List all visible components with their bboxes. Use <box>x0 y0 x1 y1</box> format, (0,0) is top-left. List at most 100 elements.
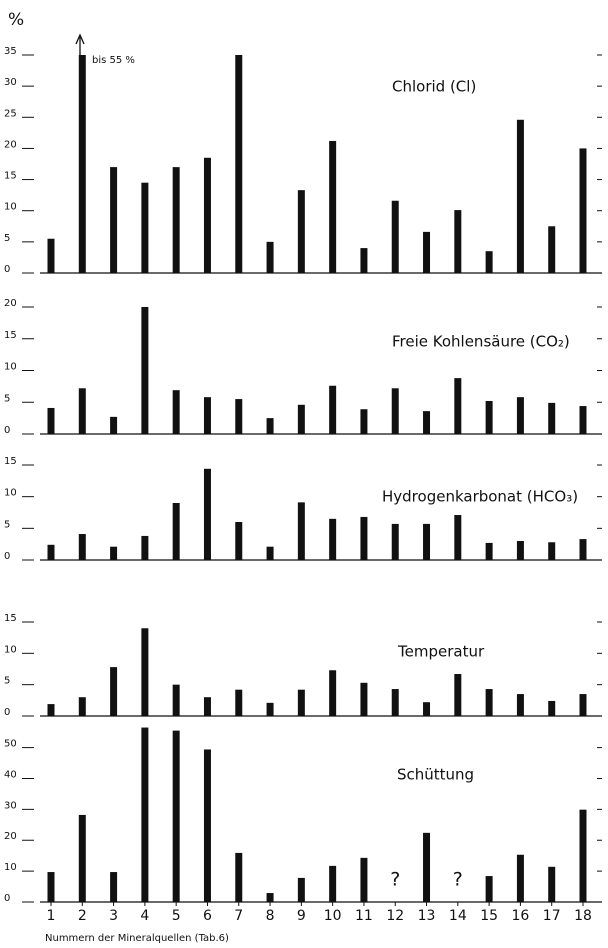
y-tick-label: 40 <box>4 769 17 780</box>
bar <box>203 749 211 902</box>
bar <box>235 522 243 560</box>
bar <box>391 689 399 716</box>
bar <box>47 407 55 434</box>
bar <box>329 140 337 273</box>
bar <box>110 872 118 902</box>
bar <box>78 55 86 273</box>
bar <box>203 697 211 716</box>
y-tick-label: 10 <box>4 202 17 213</box>
x-tick-label: 14 <box>449 908 467 924</box>
panel-title: Temperatur <box>397 643 485 661</box>
y-unit: % <box>8 10 24 30</box>
bar <box>78 697 86 716</box>
y-tick-label: 15 <box>4 171 17 182</box>
bar <box>172 730 180 902</box>
bar <box>266 546 274 560</box>
y-tick-label: 15 <box>4 613 17 624</box>
bar <box>485 251 493 273</box>
y-tick-label: 5 <box>4 519 10 530</box>
bar <box>548 402 556 434</box>
bar <box>47 238 55 273</box>
bar <box>516 541 524 560</box>
x-tick-label: 12 <box>386 908 404 924</box>
bar <box>110 167 118 273</box>
y-tick-label: 10 <box>4 488 17 499</box>
bar <box>297 502 305 560</box>
y-tick-label: 5 <box>4 233 10 244</box>
y-tick-label: 30 <box>4 800 17 811</box>
y-tick-label: 0 <box>4 551 10 562</box>
bar <box>172 390 180 434</box>
bar <box>423 523 431 560</box>
x-tick-label: 16 <box>511 908 529 924</box>
y-tick-label: 10 <box>4 362 17 373</box>
y-tick-label: 10 <box>4 862 17 873</box>
panel-title: Schüttung <box>397 766 474 784</box>
bar <box>297 877 305 902</box>
x-tick-label: 5 <box>172 908 181 924</box>
y-tick-label: 10 <box>4 644 17 655</box>
y-tick-label: 0 <box>4 425 10 436</box>
y-tick-label: 20 <box>4 298 17 309</box>
bar <box>391 523 399 560</box>
bar <box>454 515 462 560</box>
x-tick-label: 4 <box>140 908 149 924</box>
bar <box>454 210 462 273</box>
bar <box>235 55 243 273</box>
bar <box>297 190 305 273</box>
bar <box>329 670 337 716</box>
bar <box>454 674 462 716</box>
bar <box>141 727 149 902</box>
bar <box>579 148 587 273</box>
bar <box>360 409 368 434</box>
bar <box>203 157 211 273</box>
bar <box>297 404 305 434</box>
bar <box>297 689 305 716</box>
arrow-head <box>75 33 85 45</box>
panel-title: Hydrogenkarbonat (HCO₃) <box>382 488 578 506</box>
bar <box>47 704 55 716</box>
y-tick-label: 5 <box>4 393 10 404</box>
y-tick-label: 0 <box>4 264 10 275</box>
y-tick-label: 5 <box>4 676 10 687</box>
y-tick-label: 35 <box>4 46 17 57</box>
x-tick-label: 15 <box>480 908 498 924</box>
x-tick-label: 9 <box>297 908 306 924</box>
bar <box>423 832 431 902</box>
bar <box>47 544 55 560</box>
y-tick-label: 15 <box>4 456 17 467</box>
bar <box>548 866 556 902</box>
bar <box>203 468 211 560</box>
panel-title: Freie Kohlensäure (CO₂) <box>392 333 570 351</box>
bar <box>78 388 86 434</box>
bar <box>423 702 431 716</box>
bar <box>110 546 118 560</box>
bar <box>579 406 587 434</box>
bar <box>329 865 337 902</box>
bar <box>485 400 493 434</box>
x-tick-label: 13 <box>418 908 436 924</box>
panel-title: Chlorid (Cl) <box>392 78 476 96</box>
x-tick-label: 10 <box>324 908 342 924</box>
bar <box>360 516 368 560</box>
bar <box>78 814 86 902</box>
bar <box>78 534 86 560</box>
bar <box>266 893 274 902</box>
bar <box>172 503 180 560</box>
y-tick-label: 20 <box>4 139 17 150</box>
bar <box>423 411 431 434</box>
y-tick-label: 30 <box>4 77 17 88</box>
annotation: ? <box>453 869 463 891</box>
bar <box>141 307 149 434</box>
bar <box>141 182 149 273</box>
x-tick-label: 7 <box>234 908 243 924</box>
y-tick-label: 0 <box>4 707 10 718</box>
bar <box>548 542 556 560</box>
bar <box>391 200 399 273</box>
bar <box>454 378 462 434</box>
bar <box>391 388 399 434</box>
bar <box>360 682 368 716</box>
x-tick-label: 8 <box>266 908 275 924</box>
x-tick-label: 18 <box>574 908 592 924</box>
bar <box>235 852 243 902</box>
